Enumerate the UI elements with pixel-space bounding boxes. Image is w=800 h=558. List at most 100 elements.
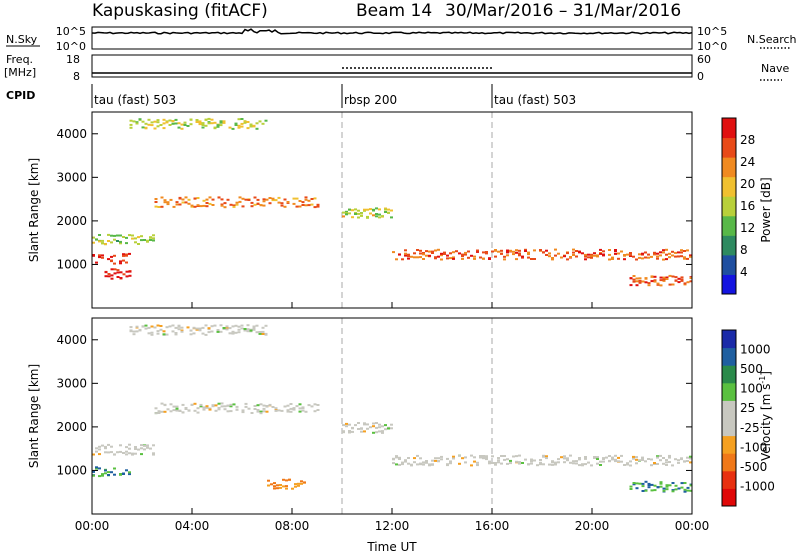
velocity-cell [458, 454, 461, 457]
power-cell [641, 280, 645, 283]
velocity-cell [506, 462, 509, 465]
velocity-cell [258, 332, 262, 335]
velocity-cell [165, 333, 169, 336]
velocity-cell [360, 427, 363, 430]
velocity-cell [146, 446, 149, 449]
power-cell [107, 240, 110, 242]
power-cell [398, 253, 401, 256]
velocity-cell [225, 326, 229, 329]
cpid-segment-label: tau (fast) 503 [494, 93, 576, 107]
velocity-cell [599, 464, 602, 466]
velocity-cell [351, 426, 354, 429]
power-cell [686, 249, 689, 252]
power-cell [372, 214, 375, 217]
power-cell [271, 197, 275, 200]
velocity-cell [602, 457, 605, 460]
velocity-cell [231, 332, 235, 335]
power-cell [237, 118, 241, 121]
nsky-tick-bottom: 10^0 [56, 40, 86, 53]
power-cell [372, 209, 375, 212]
velocity-cell [298, 403, 302, 406]
power-cell [295, 205, 299, 208]
velocity-cell [256, 410, 260, 413]
velocity-cell [256, 409, 260, 411]
power-cell [584, 258, 587, 261]
power-cell [360, 214, 363, 217]
velocity-cell [134, 452, 137, 455]
velocity-cell [150, 333, 154, 336]
velocity-cell [140, 447, 143, 450]
velocity-cell [104, 472, 107, 475]
velocity-cell [180, 330, 184, 333]
velocity-cell [107, 474, 110, 476]
velocity-cell [668, 454, 671, 457]
velocity-cell [680, 486, 684, 489]
power-cell [237, 126, 241, 129]
velocity-cell [132, 333, 136, 336]
velocity-cell [135, 325, 139, 328]
velocity-cell [125, 453, 128, 456]
power-cell [452, 257, 455, 260]
power-cell [238, 200, 242, 203]
velocity-cell [497, 461, 500, 464]
velocity-cell [226, 410, 230, 413]
power-cell [641, 252, 644, 255]
power-cell [401, 258, 404, 261]
power-cell [183, 123, 187, 126]
power-cell [662, 279, 666, 282]
velocity-cell [101, 473, 104, 476]
velocity-cell [205, 406, 209, 409]
velocity-colorbar-tick-label: -500 [740, 460, 767, 474]
velocity-cell [662, 489, 666, 492]
power-cell [219, 120, 223, 123]
velocity-cell [584, 463, 587, 466]
power-cell [656, 282, 660, 285]
velocity-cell [638, 459, 641, 462]
velocity-cell [219, 330, 223, 333]
velocity-cell [143, 448, 146, 451]
power-cell [425, 254, 428, 257]
velocity-cell [279, 486, 282, 489]
power-cell [252, 124, 256, 127]
velocity-cell [316, 409, 320, 411]
velocity-cell [683, 482, 687, 484]
nsky-tick-top: 10^5 [56, 25, 86, 38]
power-cell [452, 251, 455, 254]
velocity-cell [289, 407, 293, 410]
power-cell [277, 196, 281, 199]
velocity-cell [357, 422, 360, 424]
power-cell [140, 239, 143, 242]
velocity-cell [297, 482, 300, 485]
power-cell [128, 252, 131, 255]
power-cell [146, 240, 149, 243]
time-axis: 00:00 04:00 08:00 12:00 16:00 20:00 00:00 [75, 302, 709, 533]
power-cell [668, 274, 672, 277]
velocity-cell [234, 324, 238, 327]
power-cell [548, 255, 551, 258]
velocity-cell [419, 462, 422, 465]
velocity-cell [150, 331, 154, 334]
power-cell [283, 198, 287, 201]
freq-label: Freq. [6, 53, 33, 66]
velocity-cell [207, 331, 211, 334]
velocity-cell [276, 484, 279, 487]
velocity-cell [247, 407, 251, 410]
velocity-cell [686, 460, 689, 462]
power-cell [262, 204, 266, 207]
velocity-cell [683, 460, 686, 463]
velocity-cell [140, 444, 143, 447]
power-cell [193, 197, 197, 200]
power-cell [122, 253, 125, 256]
velocity-cell [671, 482, 675, 484]
power-cell [608, 253, 611, 256]
power-cell [569, 256, 572, 258]
power-cell [363, 209, 366, 212]
velocity-cell [279, 484, 282, 486]
velocity-cell [199, 405, 203, 408]
power-cell [626, 253, 629, 256]
power-cell [165, 121, 169, 124]
power-cell [485, 251, 488, 253]
power-cell [512, 250, 515, 253]
velocity-cell [95, 467, 98, 470]
power-cell [253, 196, 257, 199]
